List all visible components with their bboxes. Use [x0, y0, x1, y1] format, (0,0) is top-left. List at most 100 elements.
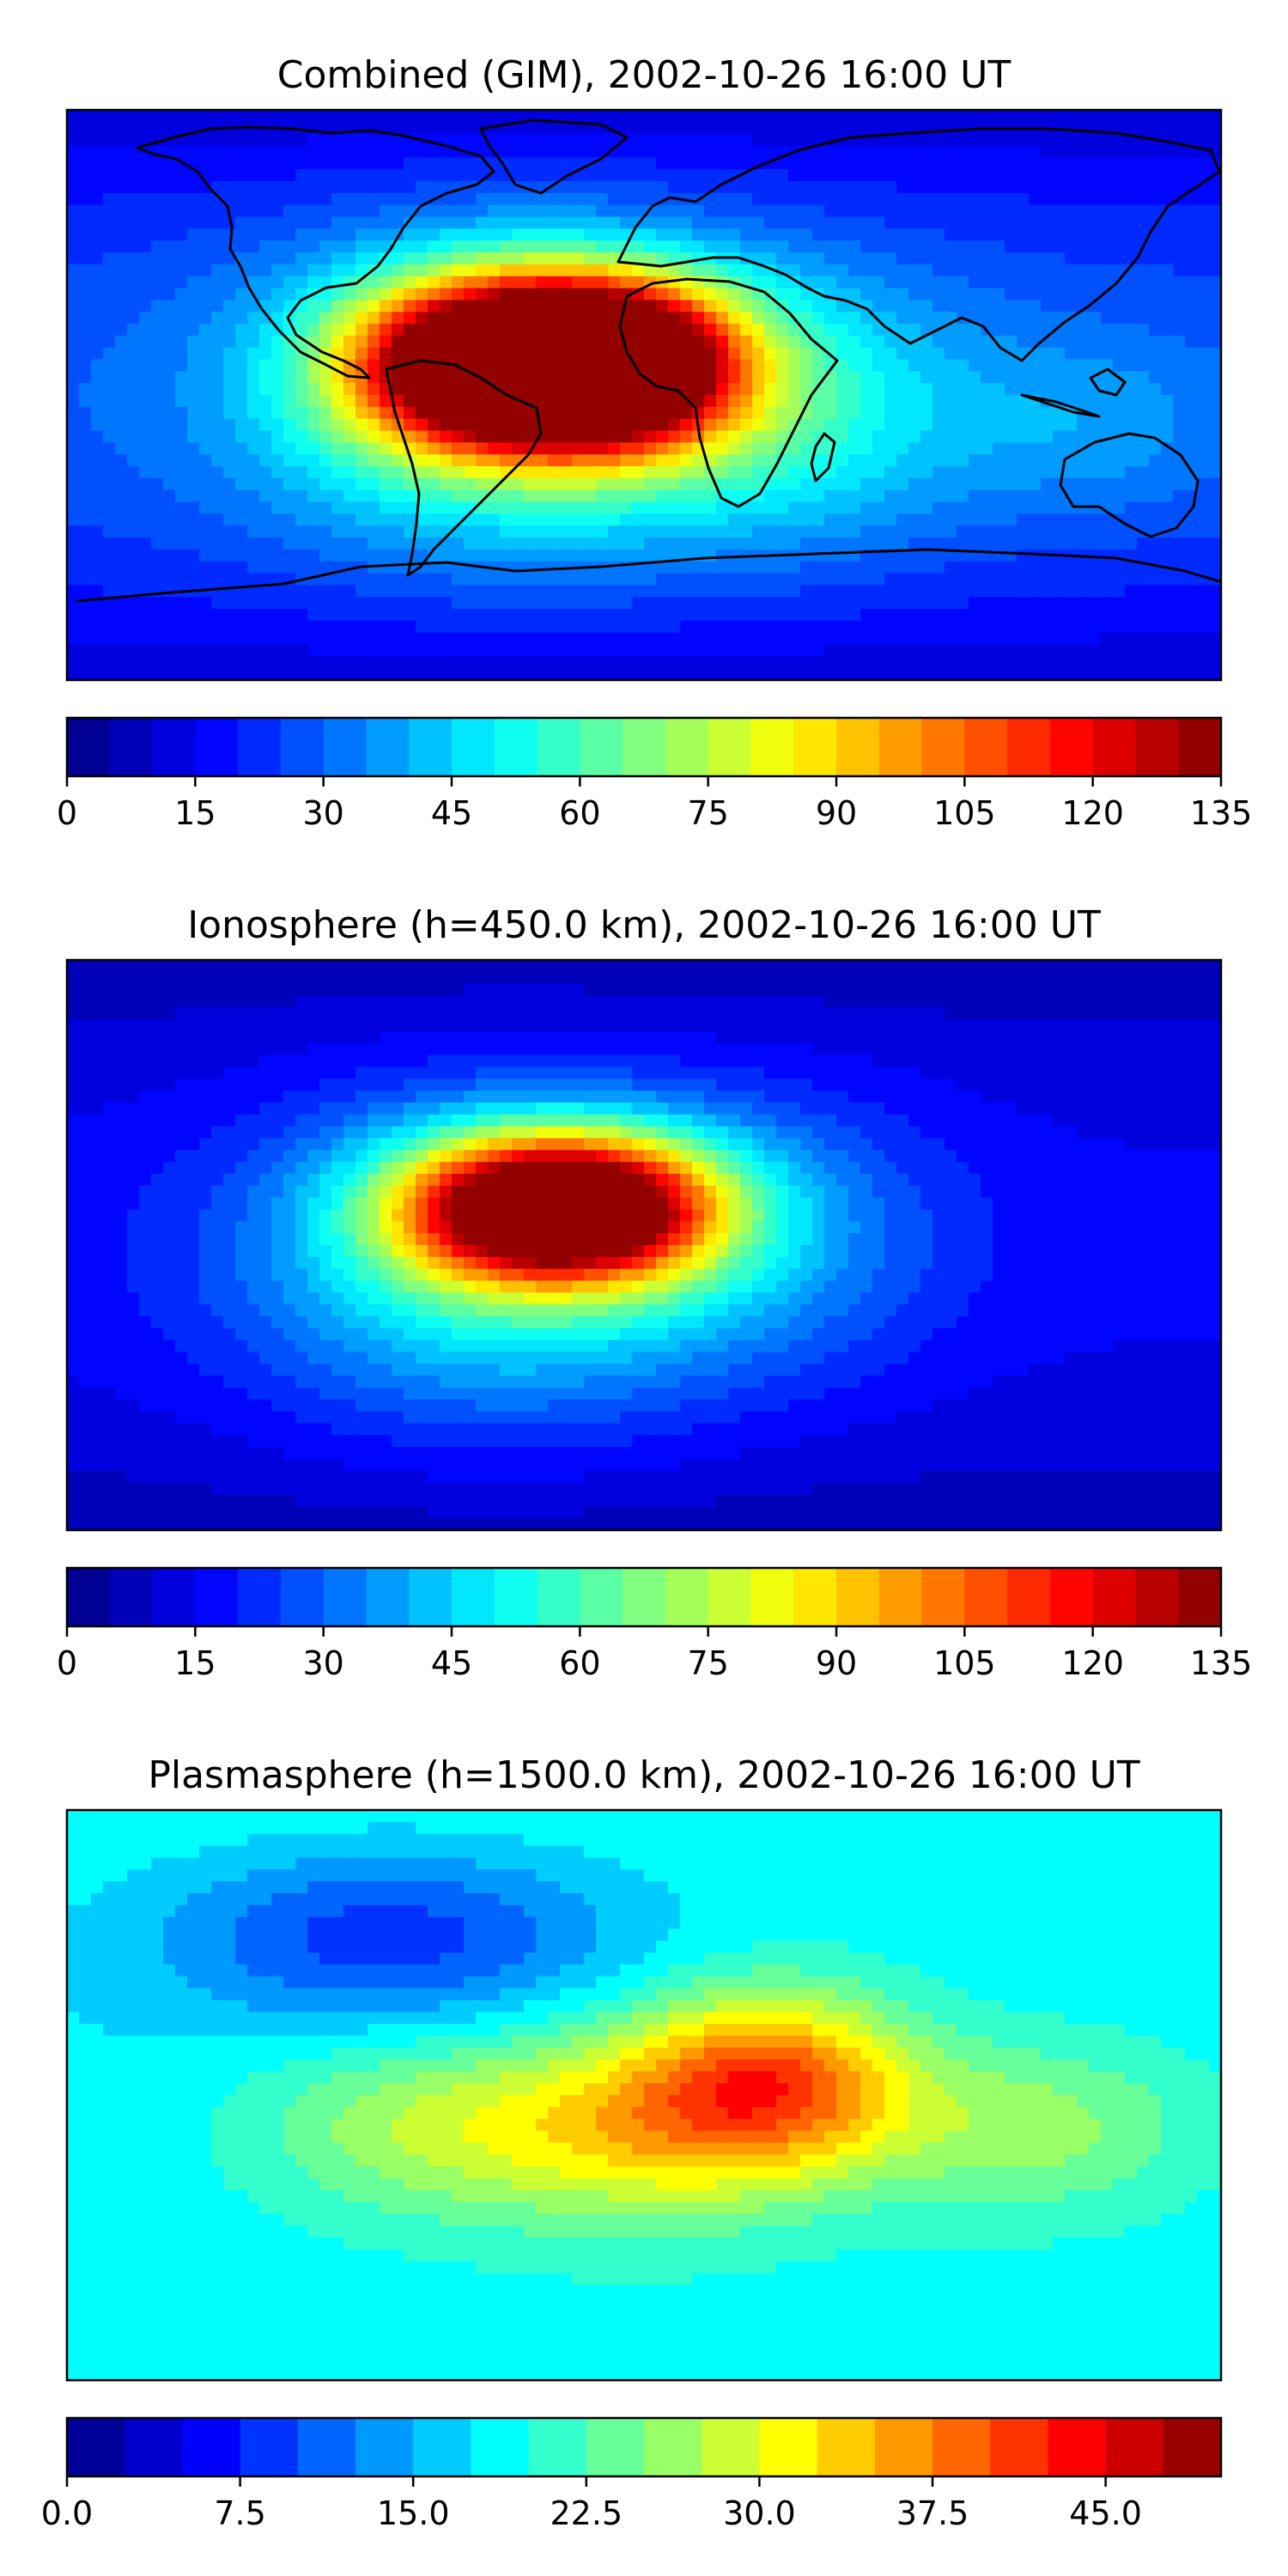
colorbar-swatch — [1178, 718, 1222, 776]
map-cell — [716, 145, 729, 158]
map-cell — [776, 276, 789, 289]
map-cell — [380, 960, 392, 973]
map-cell — [440, 383, 453, 396]
map-cell — [716, 110, 729, 123]
map-cell — [1077, 204, 1090, 218]
map-cell — [187, 597, 200, 610]
map-cell — [392, 442, 404, 455]
map-cell — [860, 454, 873, 467]
map-cell — [920, 288, 933, 301]
map-cell — [933, 406, 945, 420]
map-cell — [1053, 359, 1066, 372]
map-cell — [416, 960, 428, 973]
map-cell — [981, 597, 993, 610]
map-cell — [343, 133, 356, 147]
map-cell — [380, 656, 392, 669]
map-cell — [764, 597, 777, 610]
map-cell — [464, 324, 477, 337]
map-cell — [331, 110, 344, 123]
map-cell — [524, 668, 537, 680]
map-cell — [1137, 110, 1150, 123]
map-cell — [319, 466, 332, 479]
map-cell — [884, 228, 897, 241]
map-cell — [788, 335, 801, 349]
map-cell — [800, 477, 813, 491]
map-cell — [127, 300, 140, 313]
map-cell — [704, 240, 717, 253]
map-cell — [872, 312, 885, 325]
map-cell — [199, 300, 212, 313]
map-cell — [884, 597, 897, 610]
map-cell — [151, 228, 164, 241]
map-cell — [488, 632, 501, 646]
map-cell — [656, 324, 669, 337]
map-cell — [620, 668, 633, 680]
map-cell — [1185, 145, 1198, 158]
map-cell — [91, 312, 104, 325]
map-cell — [969, 513, 981, 526]
map-cell — [933, 489, 945, 503]
map-cell — [668, 240, 681, 253]
map-cell — [319, 513, 332, 526]
map-cell — [716, 371, 729, 384]
map-cell — [416, 300, 428, 313]
map-cell — [368, 181, 380, 194]
map-cell — [596, 430, 609, 443]
map-cell — [79, 406, 92, 420]
map-cell — [115, 668, 128, 680]
map-cell — [79, 501, 92, 514]
map-cell — [464, 983, 477, 997]
map-cell — [1161, 442, 1174, 455]
map-cell — [548, 549, 561, 562]
map-cell — [355, 133, 368, 147]
map-cell — [247, 983, 260, 997]
map-cell — [920, 240, 933, 253]
map-cell — [728, 573, 741, 586]
panel-title: Ionosphere (h=450.0 km), 2002-10-26 16:0… — [187, 903, 1101, 947]
map-cell — [981, 145, 993, 158]
map-cell — [500, 312, 513, 325]
map-cell — [211, 656, 224, 669]
map-cell — [656, 466, 669, 479]
map-cell — [632, 538, 645, 550]
map-cell — [596, 418, 609, 432]
map-cell — [1089, 276, 1102, 289]
map-cell — [920, 181, 933, 194]
map-cell — [632, 597, 645, 610]
map-cell — [752, 347, 765, 361]
map-cell — [656, 561, 669, 574]
map-cell — [945, 513, 957, 526]
map-cell — [957, 288, 969, 301]
map-cell — [596, 971, 609, 985]
map-cell — [247, 133, 260, 147]
map-cell — [752, 406, 765, 420]
map-cell — [536, 489, 549, 503]
map-cell — [1125, 359, 1138, 372]
map-cell — [620, 288, 633, 301]
map-cell — [728, 288, 741, 301]
map-cell — [560, 995, 573, 1008]
map-cell — [1125, 538, 1138, 550]
map-cell — [223, 513, 236, 526]
map-cell — [848, 632, 861, 646]
map-cell — [355, 240, 368, 253]
map-cell — [524, 204, 537, 218]
map-cell — [800, 513, 813, 526]
map-cell — [440, 971, 453, 985]
map-cell — [656, 489, 669, 503]
map-cell — [908, 264, 921, 277]
map-cell — [896, 644, 909, 657]
map-cell — [692, 312, 705, 325]
map-cell — [259, 561, 272, 574]
map-cell — [836, 501, 849, 514]
map-cell — [319, 312, 332, 325]
map-cell — [500, 632, 513, 646]
map-cell — [67, 371, 80, 384]
map-cell — [1065, 347, 1078, 361]
map-cell — [1089, 573, 1102, 586]
map-cell — [295, 252, 308, 265]
map-cell — [127, 632, 140, 646]
map-cell — [548, 960, 561, 973]
map-cell — [812, 620, 825, 634]
map-cell — [1065, 216, 1078, 229]
